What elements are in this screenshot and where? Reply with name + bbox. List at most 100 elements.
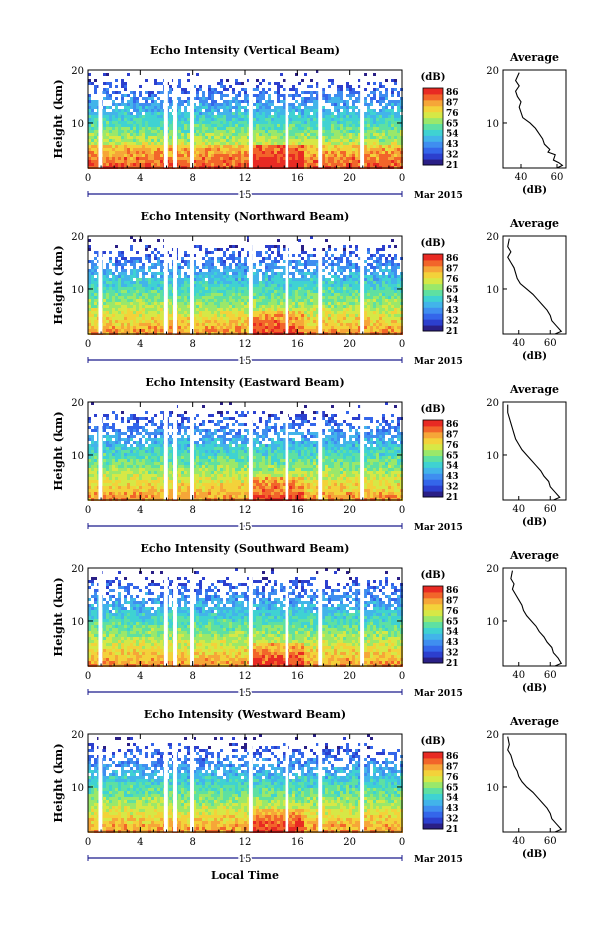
heatmap-cell (295, 263, 298, 266)
heatmap-cell (379, 109, 382, 112)
heatmap-cell (187, 254, 190, 257)
heatmap-cell (238, 314, 241, 317)
heatmap-cell (217, 323, 220, 326)
heatmap-cell (157, 154, 160, 157)
heatmap-cell (145, 245, 148, 248)
heatmap-cell (208, 142, 211, 145)
heatmap-cell (322, 139, 325, 142)
heatmap-cell (340, 257, 343, 260)
heatmap-cell (268, 287, 271, 290)
heatmap-cell (241, 151, 244, 154)
heatmap-cell (238, 100, 241, 103)
heatmap-cell (355, 290, 358, 293)
heatmap-cell (130, 314, 133, 317)
heatmap-cell (223, 124, 226, 127)
heatmap-cell (217, 160, 220, 163)
heatmap-cell (289, 112, 292, 115)
heatmap-cell (88, 290, 91, 293)
heatmap-cell (262, 278, 265, 281)
heatmap-cell (109, 314, 112, 317)
heatmap-cell (133, 133, 136, 136)
heatmap-cell (238, 106, 241, 109)
heatmap-cell (121, 115, 124, 118)
heatmap-cell (202, 103, 205, 106)
heatmap-cell (109, 260, 112, 263)
heatmap-cell (148, 142, 151, 145)
heatmap-cell (193, 299, 196, 302)
heatmap-cell (295, 109, 298, 112)
heatmap-cell (310, 293, 313, 296)
heatmap-cell (340, 266, 343, 269)
heatmap-cell (139, 139, 142, 142)
heatmap-cell (181, 130, 184, 133)
data-gap (190, 70, 194, 168)
heatmap-cell (202, 118, 205, 121)
heatmap-cell (118, 118, 121, 121)
heatmap-cell (280, 124, 283, 127)
heatmap-cell (232, 154, 235, 157)
heatmap-cell (289, 308, 292, 311)
heatmap-cell (88, 314, 91, 317)
heatmap-cell (139, 290, 142, 293)
heatmap-cell (115, 163, 118, 166)
heatmap-cell (247, 293, 250, 296)
heatmap-cell (280, 127, 283, 130)
heatmap-cell (295, 302, 298, 305)
heatmap-cell (142, 133, 145, 136)
heatmap-cell (145, 323, 148, 326)
heatmap-cell (235, 311, 238, 314)
heatmap-cell (328, 133, 331, 136)
heatmap-cell (178, 320, 181, 323)
heatmap-cell (199, 151, 202, 154)
heatmap-cell (103, 326, 106, 329)
heatmap-cell (301, 121, 304, 124)
heatmap-cell (316, 290, 319, 293)
heatmap-cell (289, 260, 292, 263)
heatmap-cell (334, 154, 337, 157)
heatmap-cell (328, 248, 331, 251)
heatmap-cell (349, 260, 352, 263)
heatmap-cell (226, 115, 229, 118)
heatmap-cell (151, 272, 154, 275)
heatmap-cell (382, 148, 385, 151)
heatmap-cell (169, 148, 172, 151)
heatmap-cell (358, 100, 361, 103)
heatmap-cell (205, 118, 208, 121)
heatmap-cell (112, 130, 115, 133)
heatmap-cell (193, 317, 196, 320)
heatmap-cell (256, 299, 259, 302)
heatmap-cell (364, 160, 367, 163)
heatmap-cell (247, 329, 250, 332)
heatmap-cell (355, 314, 358, 317)
heatmap-cell (367, 133, 370, 136)
heatmap-cell (136, 112, 139, 115)
heatmap-cell (118, 112, 121, 115)
heatmap-cell (154, 281, 157, 284)
heatmap-cell (355, 91, 358, 94)
heatmap-cell (394, 142, 397, 145)
heatmap-cell (310, 275, 313, 278)
heatmap-cell (160, 290, 163, 293)
heatmap-cell (238, 154, 241, 157)
heatmap-cell (109, 281, 112, 284)
heatmap-cell (373, 133, 376, 136)
heatmap-cell (373, 112, 376, 115)
heatmap-cell (220, 142, 223, 145)
heatmap-cell (295, 121, 298, 124)
heatmap-cell (370, 97, 373, 100)
heatmap-cell (328, 245, 331, 248)
heatmap-cell (208, 94, 211, 97)
heatmap-cell (334, 263, 337, 266)
heatmap-cell (157, 290, 160, 293)
heatmap-cell (283, 326, 286, 329)
heatmap-cell (214, 151, 217, 154)
heatmap-cell (280, 329, 283, 332)
heatmap-cell (274, 263, 277, 266)
heatmap-cell (106, 323, 109, 326)
heatmap-cell (169, 121, 172, 124)
heatmap-cell (238, 296, 241, 299)
heatmap-cell (148, 163, 151, 166)
heatmap-cell (235, 124, 238, 127)
heatmap-cell (313, 260, 316, 263)
heatmap-cell (121, 163, 124, 166)
